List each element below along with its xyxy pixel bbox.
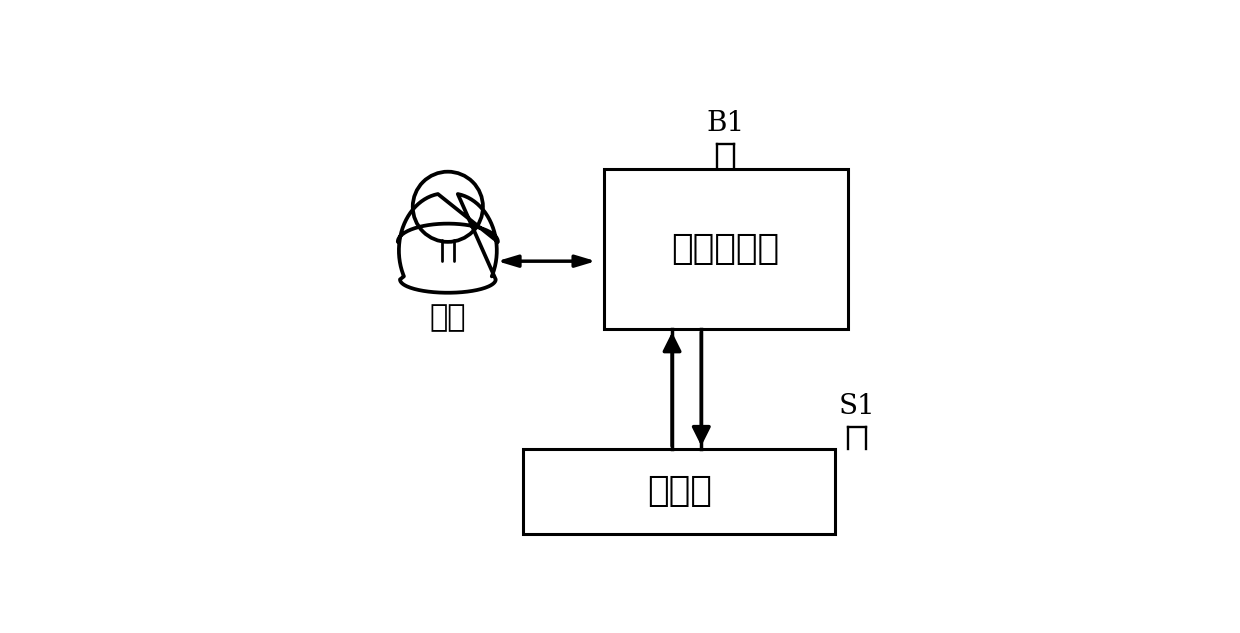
- Bar: [604, 168, 847, 329]
- Text: 用户: 用户: [429, 303, 466, 332]
- Text: 服务器: 服务器: [647, 475, 712, 508]
- Bar: [523, 449, 836, 534]
- Text: 客户端设备: 客户端设备: [672, 232, 780, 266]
- Text: B1: B1: [707, 110, 745, 137]
- Text: S1: S1: [839, 392, 875, 420]
